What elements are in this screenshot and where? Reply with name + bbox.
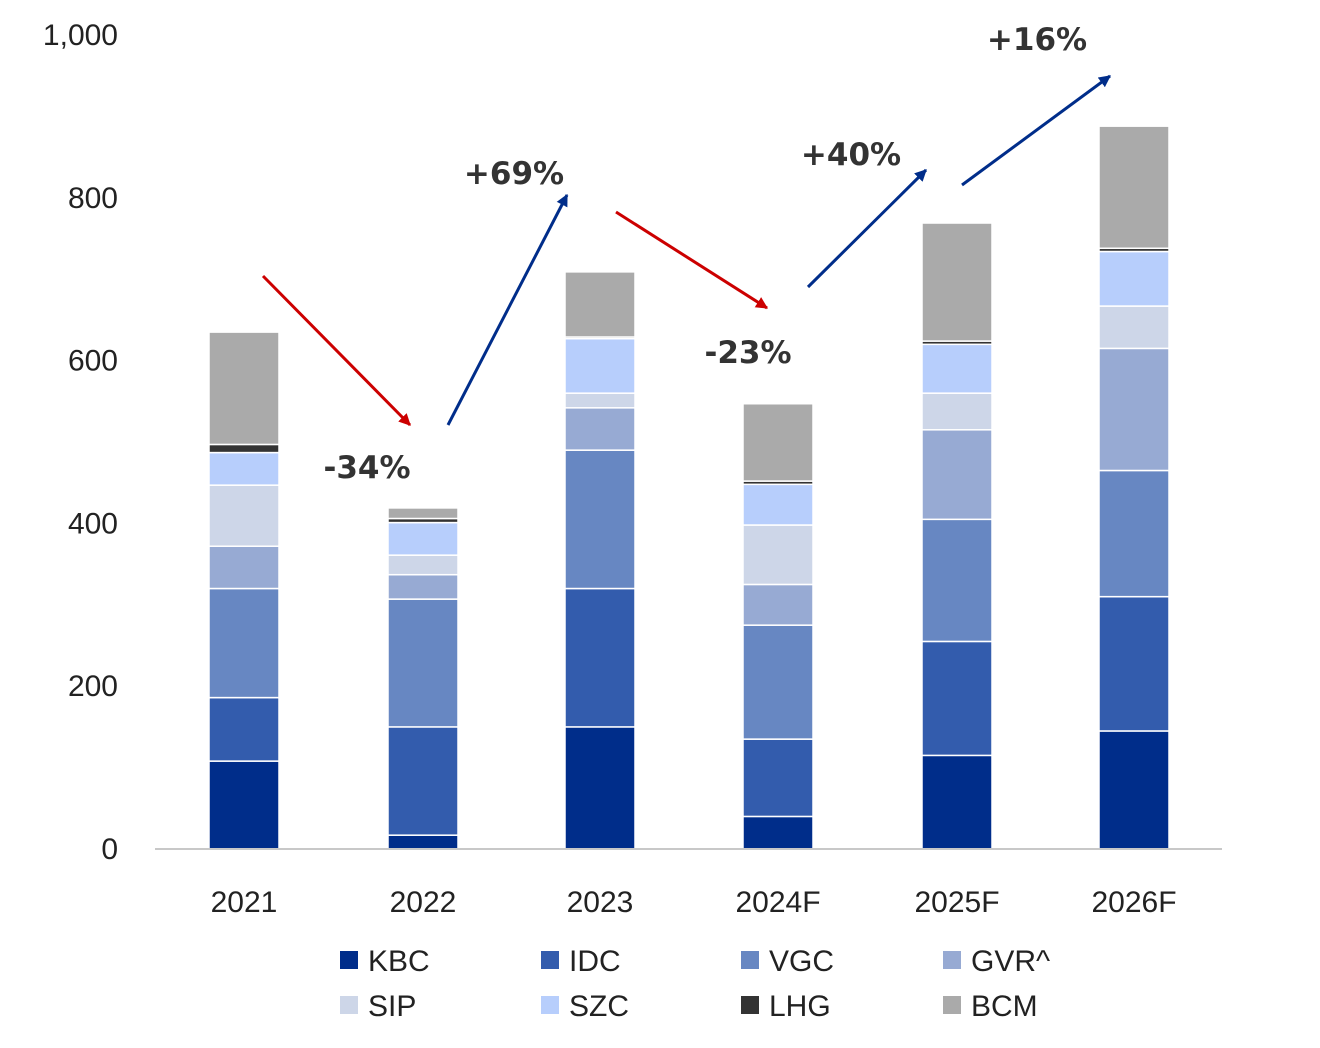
bar-segment-vgc-2023	[564, 449, 636, 590]
legend-item-vgc: VGC	[741, 945, 834, 978]
legend-label: SZC	[569, 990, 629, 1023]
bar-segment-gvr-2022	[387, 573, 459, 600]
bar-segment-vgc-2024f	[742, 624, 814, 740]
legend-swatch	[340, 996, 358, 1014]
legend-swatch	[741, 951, 759, 969]
growth-label: +40%	[801, 137, 901, 173]
legend-swatch	[541, 996, 559, 1014]
legend-label: IDC	[569, 945, 621, 978]
bar-segment-kbc-2025f	[921, 754, 993, 850]
bar-segment-szc-2023	[564, 337, 636, 394]
legend-label: GVR^	[971, 945, 1050, 978]
x-tick-label: 2021	[211, 886, 278, 919]
bar-segment-bcm-2022	[387, 507, 459, 520]
legend-swatch	[541, 951, 559, 969]
bar-segment-idc-2021	[208, 696, 280, 762]
growth-annotations: -34% +69% -23% +40% +16%	[261, 22, 1111, 486]
legend-item-kbc: KBC	[340, 945, 430, 978]
y-tick-label: 400	[68, 507, 118, 540]
legend-item-bcm: BCM	[943, 990, 1038, 1023]
legend-item-lhg: LHG	[741, 990, 831, 1023]
bar-segment-bcm-2023	[564, 271, 636, 338]
y-tick-label: 600	[68, 345, 118, 378]
bar-segment-kbc-2023	[564, 726, 636, 850]
bar-segment-gvr-2025f	[921, 429, 993, 521]
growth-label: -34%	[323, 450, 410, 486]
bar-segment-sip-2021	[208, 484, 280, 547]
bar-segment-szc-2026f	[1098, 250, 1170, 307]
bars	[208, 125, 1170, 850]
legend-swatch	[943, 951, 961, 969]
legend-label: LHG	[769, 990, 831, 1023]
bar-segment-vgc-2022	[387, 598, 459, 728]
legend-item-gvr: GVR^	[943, 945, 1050, 978]
legend-label: VGC	[769, 945, 834, 978]
legend: KBC IDC VGC GVR^ SIP SZC LHG BCM	[340, 945, 1050, 1023]
y-tick-label: 1,000	[43, 19, 118, 52]
bar-segment-sip-2026f	[1098, 305, 1170, 350]
legend-swatch	[340, 951, 358, 969]
bar-segment-gvr-2023	[564, 407, 636, 451]
x-tick-label: 2026F	[1091, 886, 1176, 919]
bar-segment-vgc-2021	[208, 587, 280, 699]
growth-arrow-up	[446, 193, 569, 426]
x-tick-label: 2022	[390, 886, 457, 919]
y-axis: 0 200 400 600 800 1,000	[43, 19, 118, 866]
x-axis: 2021 2022 2023 2024F 2025F 2026F	[211, 886, 1177, 919]
bar-segment-bcm-2026f	[1098, 125, 1170, 250]
legend-swatch	[741, 996, 759, 1014]
bar-segment-kbc-2021	[208, 760, 280, 850]
bar-segment-gvr-2026f	[1098, 347, 1170, 472]
bar-segment-kbc-2022	[387, 834, 459, 850]
growth-arrow-down	[615, 210, 769, 310]
bar-segment-idc-2022	[387, 726, 459, 836]
bar-segment-gvr-2024f	[742, 583, 814, 626]
bar-segment-idc-2026f	[1098, 595, 1170, 732]
bar-segment-lhg-2021	[208, 443, 280, 454]
bar-segment-idc-2024f	[742, 738, 814, 818]
bar-segment-vgc-2026f	[1098, 469, 1170, 598]
growth-arrow-up	[961, 74, 1111, 187]
legend-label: SIP	[368, 990, 416, 1023]
legend-label: KBC	[368, 945, 430, 978]
y-tick-label: 200	[68, 670, 118, 703]
bar-segment-gvr-2021	[208, 545, 280, 590]
legend-item-szc: SZC	[541, 990, 629, 1023]
bar-segment-szc-2021	[208, 451, 280, 486]
growth-label: +69%	[464, 156, 564, 192]
legend-item-sip: SIP	[340, 990, 416, 1023]
x-tick-label: 2023	[567, 886, 634, 919]
bar-segment-szc-2022	[387, 521, 459, 556]
legend-label: BCM	[971, 990, 1038, 1023]
growth-arrow-up	[806, 168, 928, 289]
x-tick-label: 2025F	[914, 886, 999, 919]
y-tick-label: 800	[68, 182, 118, 215]
bar-segment-kbc-2026f	[1098, 730, 1170, 850]
legend-swatch	[943, 996, 961, 1014]
bar-segment-vgc-2025f	[921, 518, 993, 643]
bar-segment-szc-2025f	[921, 343, 993, 394]
bar-segment-bcm-2025f	[921, 222, 993, 342]
growth-arrow-down	[261, 274, 412, 427]
bar-segment-szc-2024f	[742, 483, 814, 526]
growth-label: +16%	[987, 22, 1087, 58]
bar-segment-idc-2025f	[921, 640, 993, 757]
bar-segment-sip-2025f	[921, 392, 993, 431]
bar-segment-bcm-2024f	[742, 402, 814, 482]
bar-segment-sip-2023	[564, 392, 636, 409]
bar-segment-sip-2022	[387, 554, 459, 576]
x-tick-label: 2024F	[735, 886, 820, 919]
growth-label: -23%	[704, 335, 791, 371]
legend-item-idc: IDC	[541, 945, 621, 978]
bar-segment-idc-2023	[564, 587, 636, 728]
bar-segment-kbc-2024f	[742, 815, 814, 850]
bar-segment-bcm-2021	[208, 331, 280, 446]
y-tick-label: 0	[101, 833, 118, 866]
bar-segment-sip-2024f	[742, 524, 814, 586]
